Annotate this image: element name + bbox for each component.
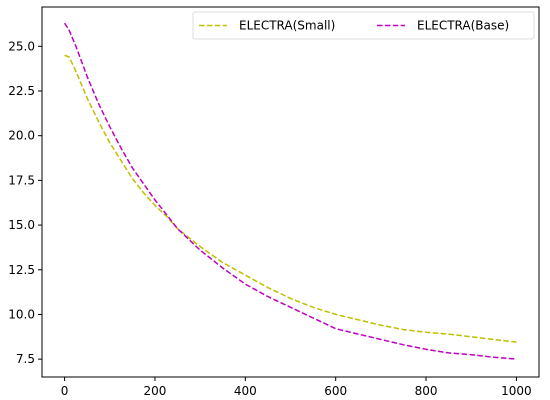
x-axis: 0 200 400 600 800 1000 [61, 377, 532, 398]
legend-label: ELECTRA(Base) [417, 19, 509, 33]
legend: ELECTRA(Small) ELECTRA(Base) [192, 11, 535, 40]
axes-frame [41, 6, 540, 378]
series-line-electra-small [64, 54, 517, 343]
y-tick-label: 22.5 [8, 84, 35, 98]
x-tick-label: 1000 [501, 384, 532, 398]
x-tick-label: 0 [61, 384, 69, 398]
y-tick-label: 12.5 [8, 263, 35, 277]
y-tick-label: 25.0 [8, 39, 35, 53]
series-line-electra-base [63, 22, 517, 360]
y-axis: 7.5 10.0 12.5 15.0 17.5 20.0 22.5 25.0 [8, 39, 42, 366]
legend-box [192, 11, 535, 40]
y-tick-label: 20.0 [8, 129, 35, 143]
x-tick-label: 400 [234, 384, 257, 398]
x-tick-label: 200 [144, 384, 167, 398]
y-tick-label: 10.0 [8, 307, 35, 321]
x-tick-label: 600 [324, 384, 347, 398]
plot-lines [63, 22, 517, 360]
y-tick-label: 17.5 [8, 173, 35, 187]
y-tick-label: 15.0 [8, 218, 35, 232]
legend-label: ELECTRA(Small) [239, 19, 335, 33]
y-tick-label: 7.5 [16, 352, 35, 366]
x-tick-label: 800 [415, 384, 438, 398]
